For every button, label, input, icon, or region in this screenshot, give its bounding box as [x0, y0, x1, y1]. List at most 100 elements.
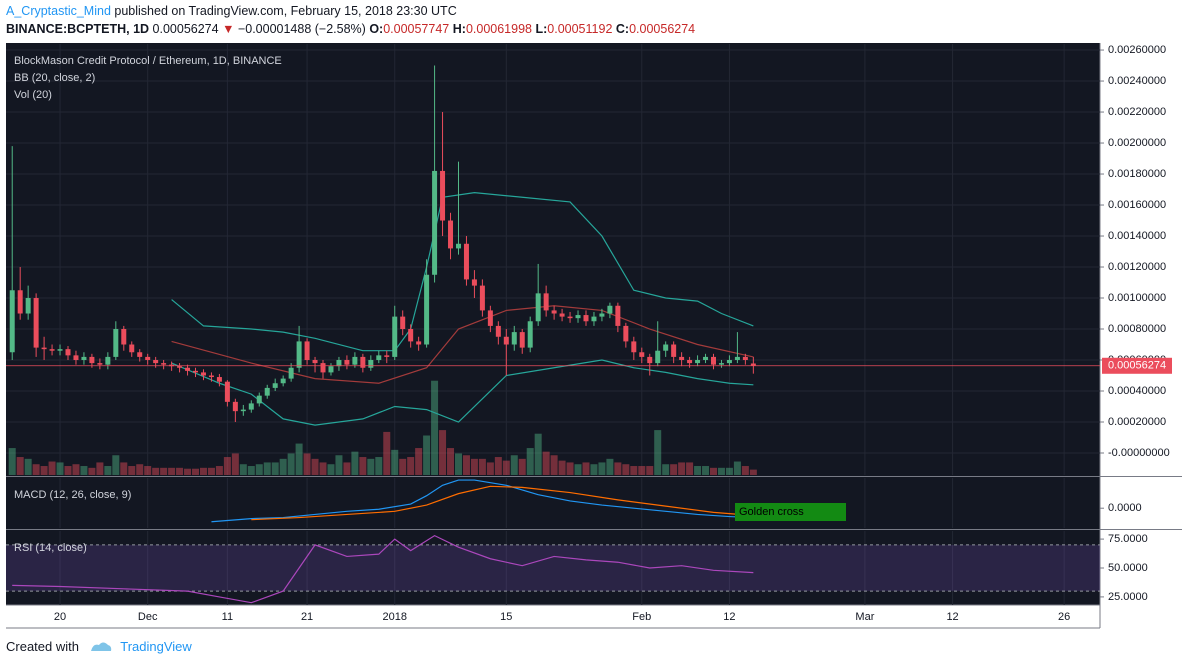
- publish-line: A_Cryptastic_Mind published on TradingVi…: [6, 4, 457, 18]
- candle-body: [97, 363, 103, 365]
- volume-bar: [566, 462, 574, 475]
- volume-bar: [686, 462, 694, 475]
- h-value: 0.00061998: [465, 22, 532, 36]
- volume-bar: [192, 468, 200, 475]
- pane-title: RSI (14, close): [14, 542, 87, 554]
- indicator-line: [211, 479, 754, 523]
- candle-body: [543, 293, 549, 311]
- volume-bar: [136, 464, 144, 475]
- x-tick-label: Mar: [855, 611, 874, 623]
- volume-bar: [717, 467, 725, 475]
- brand[interactable]: TradingView: [120, 639, 192, 654]
- volume-bar: [367, 458, 375, 475]
- volume-bar: [271, 462, 279, 475]
- candle-body: [455, 243, 461, 249]
- x-tick-label: Feb: [632, 611, 651, 623]
- volume-bar: [8, 448, 16, 475]
- candle-body: [177, 366, 183, 368]
- published: published on TradingView.com, February 1…: [114, 4, 457, 18]
- y-tick-label: 0.00020000: [1108, 416, 1166, 428]
- volume-bar: [184, 468, 192, 475]
- volume-bar: [518, 458, 526, 475]
- volume-bar: [287, 453, 295, 475]
- y-tick-label: 75.0000: [1108, 533, 1148, 545]
- candle-body: [304, 341, 310, 361]
- candle-body: [535, 293, 541, 322]
- candle-body: [312, 360, 318, 364]
- candle-body: [551, 310, 557, 314]
- volume-bar: [694, 466, 702, 475]
- price-scale: [1100, 43, 1182, 605]
- volume-bar: [327, 464, 335, 475]
- candle-body: [41, 347, 47, 350]
- candle-body: [161, 363, 167, 365]
- volume-bar: [64, 466, 72, 475]
- x-tick-label: 2018: [382, 611, 406, 623]
- candle-body: [718, 363, 724, 365]
- candle-body: [695, 360, 701, 364]
- y-tick-label: 0.0000: [1108, 502, 1142, 514]
- volume-bar: [223, 457, 231, 475]
- author[interactable]: A_Cryptastic_Mind: [6, 4, 111, 18]
- y-tick-label: 0.00040000: [1108, 385, 1166, 397]
- candle-body: [153, 360, 159, 364]
- candle-body: [105, 356, 111, 365]
- volume-bar: [534, 433, 542, 475]
- candle-body: [400, 316, 406, 330]
- quote-line: BINANCE:BCPTETH, 1D 0.00056274 ▼ −0.0000…: [6, 22, 695, 36]
- candle-body: [65, 349, 71, 356]
- candle-body: [81, 356, 87, 361]
- volume-bar: [749, 469, 757, 475]
- volume-bar: [702, 466, 710, 475]
- candle-body: [121, 329, 127, 345]
- candle-body: [703, 356, 709, 361]
- candle-body: [25, 298, 31, 314]
- volume-bar: [80, 466, 88, 475]
- last-price-tag: [1102, 357, 1172, 374]
- arrow: ▼: [222, 22, 235, 36]
- volume-bar: [152, 467, 160, 475]
- volume-bar: [550, 455, 558, 475]
- volume-bar: [654, 430, 662, 475]
- volume-bar: [454, 453, 462, 475]
- candle-body: [185, 367, 191, 371]
- volume-bar: [104, 466, 112, 475]
- x-tick-label: 21: [301, 611, 313, 623]
- y-tick-label: 0.00100000: [1108, 292, 1166, 304]
- candle-body: [527, 321, 533, 348]
- candle-body: [440, 170, 446, 221]
- candle-body: [432, 170, 438, 275]
- indicator-line: [171, 359, 754, 426]
- candle-body: [591, 316, 597, 322]
- volume-bar: [399, 458, 407, 475]
- candle-body: [726, 360, 732, 364]
- volume-bar: [32, 464, 40, 475]
- x-tick-label: Dec: [138, 611, 158, 623]
- volume-bar: [646, 466, 654, 475]
- volume-bar: [207, 467, 215, 475]
- volume-bar: [470, 458, 478, 475]
- candle-body: [687, 360, 693, 364]
- x-tick-label: 20: [54, 611, 66, 623]
- volume-bar: [40, 466, 48, 475]
- volume-bar: [439, 430, 447, 475]
- o-label: O:: [369, 22, 384, 36]
- volume-bar: [279, 458, 287, 475]
- change: −0.00001488 (−2.58%): [237, 22, 366, 36]
- pane-title: BlockMason Credit Protocol / Ethereum, 1…: [14, 55, 282, 67]
- l-label: L:: [535, 22, 548, 36]
- volume-bar: [598, 462, 606, 475]
- volume-bar: [510, 455, 518, 475]
- chart-background: [6, 43, 1100, 605]
- candle-body: [392, 316, 398, 357]
- created-with: Created with: [6, 639, 79, 654]
- candle-body: [631, 341, 637, 353]
- volume-bar: [423, 435, 431, 475]
- volume-bar: [614, 462, 622, 475]
- candle-body: [679, 356, 685, 361]
- volume-bar: [247, 466, 255, 475]
- volume-bar: [319, 462, 327, 475]
- volume-bar: [56, 462, 64, 475]
- candle-body: [416, 341, 422, 345]
